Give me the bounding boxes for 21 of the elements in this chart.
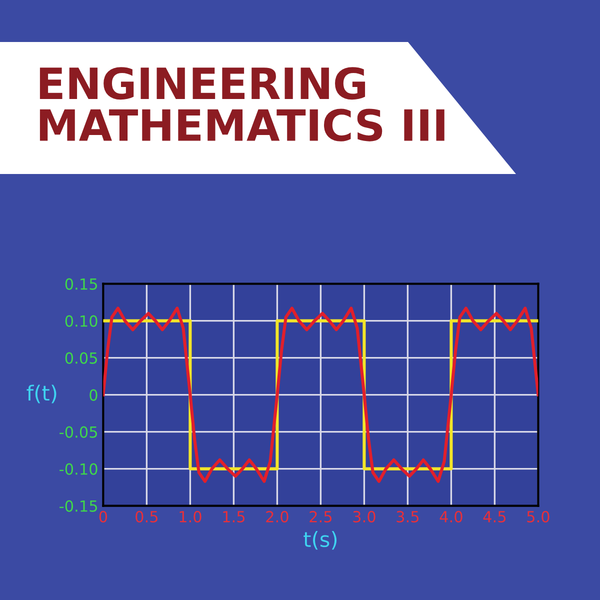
x-tick-label: 4.5	[483, 511, 506, 522]
x-tick-label: 1.0	[180, 510, 202, 522]
y-tick-label: -0.05	[60, 426, 98, 438]
x-tick-label: 2.0	[266, 510, 288, 522]
y-tick-label: 0.10	[65, 315, 98, 327]
y-tick-label: -0.10	[60, 463, 98, 475]
chart-title: ENGINEERING MATHEMATICS III	[40, 67, 444, 142]
x-tick-label: 0.5	[136, 510, 158, 522]
y-tick-label: 0.05	[65, 352, 98, 364]
x-tick-label: 3.0	[353, 510, 376, 522]
y-axis-title: f(t)	[26, 384, 56, 404]
x-tick-label: 1.5	[223, 511, 245, 522]
y-tick-label: 0	[90, 389, 98, 401]
y-tick-label: -0.15	[60, 500, 98, 512]
x-tick-label: 5.0	[527, 510, 550, 522]
x-tick-label: 3.5	[396, 510, 419, 522]
x-tick-label: 4.0	[440, 510, 462, 522]
x-tick-label: 2.5	[310, 510, 332, 522]
x-tick-label: 0	[99, 510, 108, 522]
x-axis-title: t(s)	[304, 531, 337, 550]
y-tick-label: 0.15	[65, 278, 98, 290]
